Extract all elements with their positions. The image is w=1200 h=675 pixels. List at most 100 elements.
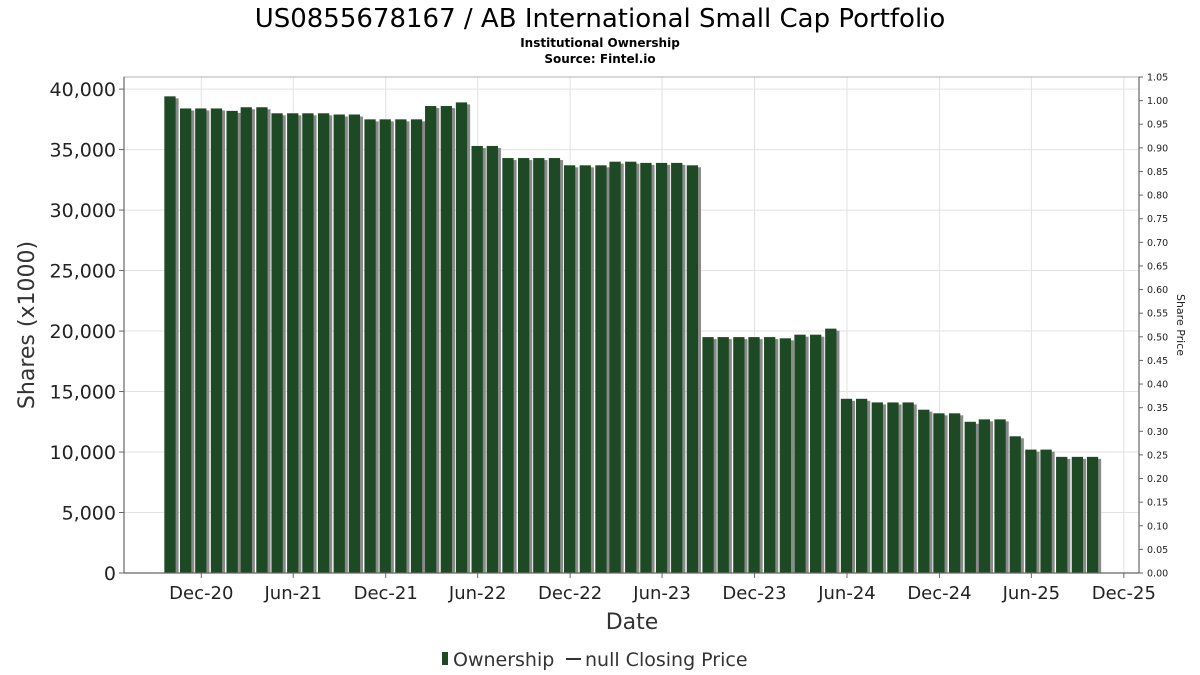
ownership-bar — [502, 158, 514, 574]
ownership-bar — [1071, 456, 1084, 573]
y2-tick-label: 0.75 — [1147, 214, 1168, 225]
bars — [164, 96, 1102, 574]
ownership-bar — [517, 158, 530, 574]
ownership-bar — [548, 158, 561, 574]
ownership-bar — [256, 107, 268, 574]
legend: Ownership null Closing Price — [442, 649, 748, 671]
y-tick-label: 5,000 — [62, 503, 116, 525]
y-tick-label: 35,000 — [50, 140, 116, 162]
ownership-bar — [855, 398, 868, 573]
x-tick-label: Dec-23 — [722, 583, 786, 604]
ownership-bar — [810, 334, 822, 573]
ownership-bar — [379, 119, 391, 573]
ownership-bar — [625, 161, 637, 573]
ownership-bar — [840, 398, 853, 573]
y2-tick-label: 0.00 — [1147, 569, 1168, 580]
ownership-bar — [764, 337, 776, 573]
y2-tick-label: 0.15 — [1147, 498, 1168, 509]
ownership-bar — [287, 113, 299, 573]
ownership-bar — [533, 158, 545, 574]
ownership-bar — [671, 162, 683, 573]
ownership-bar — [794, 334, 806, 573]
ownership-bar — [210, 108, 223, 573]
y2-tick-label: 0.20 — [1147, 474, 1168, 485]
ownership-bar — [563, 165, 576, 573]
chart-source: Source: Fintel.io — [544, 52, 655, 66]
ownership-bar — [733, 337, 745, 573]
y2-tick-label: 0.95 — [1147, 120, 1168, 131]
y2-tick-label: 0.40 — [1147, 380, 1168, 391]
ownership-bar — [595, 165, 607, 573]
ownership-bar — [226, 110, 238, 573]
y-tick-label: 20,000 — [50, 321, 116, 343]
y2-tick-label: 0.70 — [1147, 238, 1168, 249]
ownership-bar — [425, 106, 437, 573]
ownership-bar — [933, 413, 945, 573]
ownership-bar — [579, 165, 591, 573]
ownership-bar — [240, 107, 252, 574]
ownership-bar — [655, 162, 668, 573]
y-tick-label: 10,000 — [50, 442, 116, 464]
y2-tick-label: 0.35 — [1147, 403, 1168, 414]
ownership-bar — [1040, 449, 1052, 573]
ownership-bar — [779, 338, 791, 573]
ownership-bar — [317, 113, 330, 573]
x-tick-label: Dec-21 — [354, 583, 418, 604]
x-tick-label: Dec-25 — [1092, 583, 1156, 604]
ownership-bar — [918, 409, 930, 573]
ownership-bar — [1086, 456, 1099, 573]
x-tick-label: Jun-24 — [817, 583, 876, 604]
x-tick-label: Dec-24 — [907, 583, 971, 604]
y2-tick-label: 0.60 — [1147, 285, 1168, 296]
ownership-bar — [395, 119, 407, 573]
y2-tick-label: 1.05 — [1147, 73, 1168, 84]
y2-tick-label: 0.10 — [1147, 521, 1168, 532]
y-tick-label: 0 — [104, 563, 116, 585]
ownership-bar — [748, 337, 760, 573]
ownership-bar — [471, 145, 483, 573]
y2-tick-label: 0.55 — [1147, 309, 1168, 320]
ownership-bar — [348, 114, 361, 573]
ownership-bar — [302, 113, 314, 573]
y2-tick-label: 0.65 — [1147, 261, 1168, 272]
x-tick-label: Jun-21 — [263, 583, 322, 604]
ownership-bar — [686, 165, 699, 573]
ownership-bar — [1056, 456, 1068, 573]
ownership-bar — [1025, 449, 1037, 573]
ownership-bar — [717, 337, 729, 573]
ownership-bar — [702, 337, 714, 573]
ownership-bar — [486, 145, 498, 573]
ownership-bar — [410, 119, 423, 573]
ownership-bar — [364, 119, 376, 573]
x-tick-label: Jun-22 — [448, 583, 507, 604]
ownership-bar — [333, 114, 345, 573]
ownership-bar — [271, 113, 283, 573]
chart-subtitle: Institutional Ownership — [520, 36, 680, 50]
legend-price-label: null Closing Price — [585, 649, 748, 671]
chart-title: US0855678167 / AB International Small Ca… — [255, 4, 946, 34]
y-axis-label: Shares (x1000) — [15, 241, 40, 409]
ownership-bar — [978, 419, 991, 573]
ownership-bar — [1009, 436, 1021, 573]
ownership-bar — [994, 419, 1006, 573]
x-tick-label: Jun-25 — [1002, 583, 1061, 604]
ownership-bar — [948, 413, 961, 573]
y2-tick-label: 0.30 — [1147, 427, 1168, 438]
x-axis-label: Date — [606, 610, 659, 635]
ownership-bar — [825, 328, 837, 573]
x-axis-ticks: Dec-20 Jun-21 Dec-21 Jun-22 Dec-22 Jun-23 Dec-… — [169, 573, 1156, 604]
ownership-bar — [902, 402, 914, 573]
ownership-bar — [455, 102, 468, 573]
legend-ownership-swatch — [442, 652, 448, 665]
ownership-bar — [164, 96, 176, 574]
y-tick-label: 40,000 — [50, 79, 116, 101]
y2-tick-label: 0.45 — [1147, 356, 1168, 367]
y2-tick-label: 0.25 — [1147, 450, 1168, 461]
ownership-bar — [195, 108, 207, 573]
y2-tick-label: 1.00 — [1147, 96, 1168, 107]
y2-tick-label: 0.50 — [1147, 332, 1168, 343]
ownership-bar — [609, 161, 621, 573]
y2-tick-label: 0.90 — [1147, 143, 1168, 154]
x-tick-label: Dec-20 — [169, 583, 233, 604]
